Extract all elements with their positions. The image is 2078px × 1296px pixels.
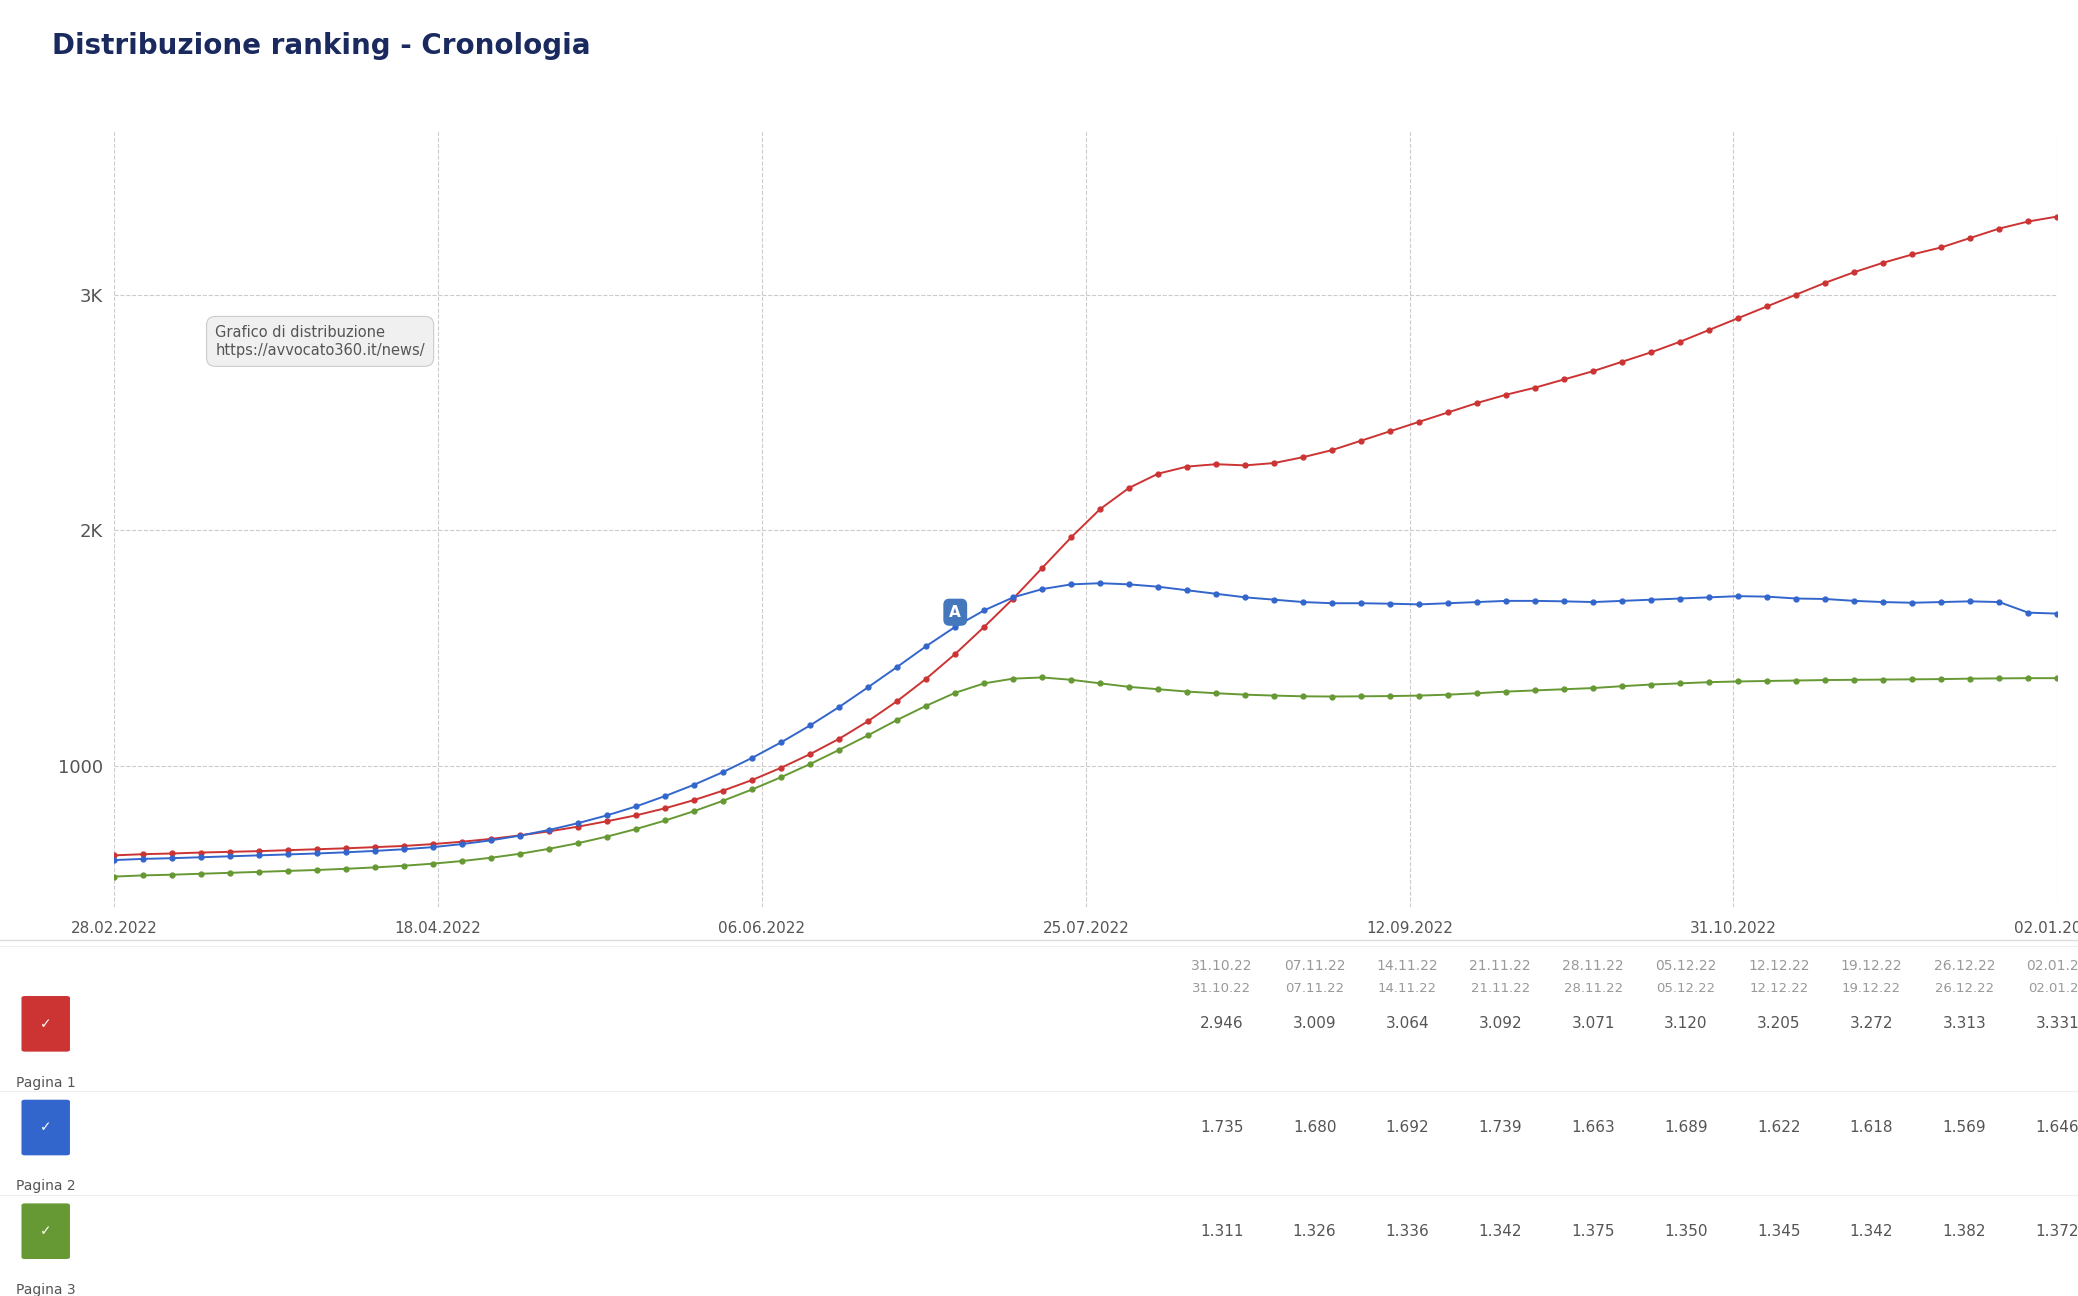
Text: 3.120: 3.120	[1664, 1016, 1708, 1032]
Text: 26.12.22: 26.12.22	[1935, 959, 1995, 972]
Text: Pagina 2: Pagina 2	[17, 1179, 75, 1194]
Text: 02.01.23: 02.01.23	[2026, 959, 2078, 972]
Text: 1.372: 1.372	[2036, 1223, 2078, 1239]
Text: Pagina 1: Pagina 1	[17, 1076, 75, 1090]
Text: 1.680: 1.680	[1293, 1120, 1336, 1135]
Text: 1.375: 1.375	[1571, 1223, 1615, 1239]
Text: ✓: ✓	[39, 1121, 52, 1134]
Text: 21.11.22: 21.11.22	[1471, 982, 1529, 995]
Text: 1.622: 1.622	[1758, 1120, 1800, 1135]
Text: 26.12.22: 26.12.22	[1935, 982, 1995, 995]
Text: 3.272: 3.272	[1849, 1016, 1893, 1032]
Text: 1.311: 1.311	[1199, 1223, 1243, 1239]
Text: 19.12.22: 19.12.22	[1841, 959, 1901, 972]
Text: Distribuzione ranking - Cronologia: Distribuzione ranking - Cronologia	[52, 32, 590, 61]
Text: 1.663: 1.663	[1571, 1120, 1615, 1135]
Text: 1.569: 1.569	[1943, 1120, 1987, 1135]
Text: ✓: ✓	[39, 1225, 52, 1238]
Text: 31.10.22: 31.10.22	[1193, 982, 1251, 995]
Text: 1.692: 1.692	[1386, 1120, 1430, 1135]
Text: ✓: ✓	[39, 1017, 52, 1030]
Text: 19.12.22: 19.12.22	[1841, 982, 1901, 995]
Text: 07.11.22: 07.11.22	[1284, 982, 1344, 995]
Text: 1.342: 1.342	[1477, 1223, 1521, 1239]
Text: 12.12.22: 12.12.22	[1748, 959, 1810, 972]
Text: 3.205: 3.205	[1758, 1016, 1800, 1032]
Text: Grafico di distribuzione
https://avvocato360.it/news/: Grafico di distribuzione https://avvocat…	[216, 325, 424, 358]
Text: 1.350: 1.350	[1664, 1223, 1708, 1239]
Text: 14.11.22: 14.11.22	[1376, 959, 1438, 972]
Text: 05.12.22: 05.12.22	[1656, 982, 1716, 995]
Text: 28.11.22: 28.11.22	[1563, 959, 1623, 972]
Text: 28.11.22: 28.11.22	[1563, 982, 1623, 995]
Text: 2.946: 2.946	[1199, 1016, 1243, 1032]
Text: 14.11.22: 14.11.22	[1378, 982, 1438, 995]
Text: 1.646: 1.646	[2036, 1120, 2078, 1135]
Text: 1.739: 1.739	[1477, 1120, 1521, 1135]
Text: 05.12.22: 05.12.22	[1656, 959, 1716, 972]
Text: 3.092: 3.092	[1477, 1016, 1521, 1032]
Text: 07.11.22: 07.11.22	[1284, 959, 1344, 972]
Text: 1.342: 1.342	[1849, 1223, 1893, 1239]
Text: 31.10.22: 31.10.22	[1191, 959, 1253, 972]
Text: 12.12.22: 12.12.22	[1750, 982, 1808, 995]
Text: 1.689: 1.689	[1664, 1120, 1708, 1135]
Text: 1.345: 1.345	[1758, 1223, 1800, 1239]
Text: 3.071: 3.071	[1571, 1016, 1615, 1032]
Text: 1.618: 1.618	[1849, 1120, 1893, 1135]
Text: 1.735: 1.735	[1199, 1120, 1243, 1135]
Text: 1.382: 1.382	[1943, 1223, 1987, 1239]
Text: Pagina 3: Pagina 3	[17, 1283, 75, 1296]
Text: 1.326: 1.326	[1293, 1223, 1336, 1239]
Text: 3.331: 3.331	[2034, 1016, 2078, 1032]
Text: 3.009: 3.009	[1293, 1016, 1336, 1032]
Text: 21.11.22: 21.11.22	[1469, 959, 1531, 972]
Text: 3.313: 3.313	[1943, 1016, 1987, 1032]
Text: 02.01.23: 02.01.23	[2028, 982, 2078, 995]
Text: A: A	[950, 605, 962, 619]
Text: 1.336: 1.336	[1386, 1223, 1430, 1239]
Text: 3.064: 3.064	[1386, 1016, 1430, 1032]
